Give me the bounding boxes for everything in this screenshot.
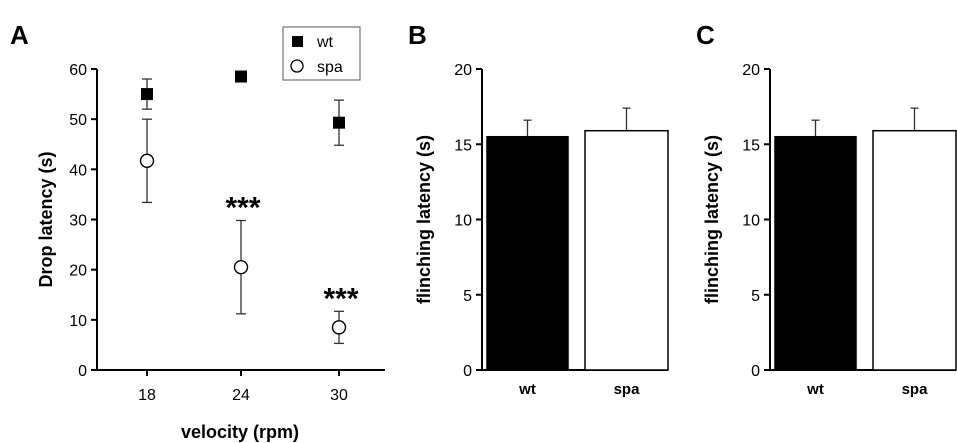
panel-letter: A: [10, 20, 29, 50]
bar-wt: [486, 135, 569, 371]
x-axis-title: velocity (rpm): [181, 422, 299, 442]
series-spa: [139, 118, 347, 345]
data-point: [331, 320, 347, 335]
panel-c: C 0 5 10 15 20 flinching latency (s) wt spa: [696, 20, 957, 398]
y-tick-label: 20: [742, 62, 760, 79]
y-tick-label: 5: [463, 288, 472, 305]
y-tick-label: 50: [69, 112, 87, 129]
data-point: [139, 153, 155, 169]
significance-annotation: ***: [225, 192, 260, 225]
panel-a: A 0 10 20 30 40 50 60 Drop latency (s) 18 24 30 velo…: [10, 20, 385, 442]
y-tick-label: 20: [69, 263, 87, 280]
y-tick-label: 15: [742, 137, 760, 154]
data-point: [233, 259, 249, 275]
legend-label: wt: [316, 34, 334, 51]
y-tick-label: 5: [751, 288, 760, 305]
bar-spa: [872, 129, 957, 371]
series-wt: [141, 70, 345, 146]
data-point: [235, 70, 247, 83]
y-tick-label: 15: [454, 137, 472, 154]
legend-label: spa: [317, 59, 343, 76]
y-tick-label: 0: [78, 363, 87, 380]
x-tick-label: wt: [806, 381, 824, 398]
legend-marker-wt: [292, 36, 303, 47]
x-tick-label: spa: [614, 381, 641, 398]
x-tick-label: 18: [138, 387, 156, 404]
significance-annotation: ***: [323, 282, 358, 315]
legend-marker-spa: [290, 59, 304, 73]
bar-spa: [584, 129, 669, 371]
data-point: [141, 88, 153, 101]
x-tick-label: wt: [518, 381, 536, 398]
x-tick-label: 24: [232, 387, 250, 404]
y-axis-title: Drop latency (s): [36, 151, 56, 287]
y-tick-label: 40: [69, 162, 87, 179]
y-axis-title: flinching latency (s): [702, 135, 722, 304]
panel-letter: B: [408, 20, 427, 50]
y-tick-label: 60: [69, 62, 87, 79]
x-tick-label: 30: [330, 387, 348, 404]
y-axis-title: flinching latency (s): [414, 135, 434, 304]
legend-box: [282, 26, 361, 81]
x-tick-label: spa: [902, 381, 929, 398]
y-tick-label: 20: [454, 62, 472, 79]
panel-letter: C: [696, 20, 715, 50]
y-tick-label: 10: [454, 213, 472, 230]
y-tick-label: 30: [69, 213, 87, 230]
bar-wt: [774, 135, 857, 371]
y-tick-label: 0: [463, 363, 472, 380]
y-tick-label: 0: [751, 363, 760, 380]
data-point: [333, 116, 345, 129]
legend: wt spa: [282, 26, 361, 81]
y-tick-label: 10: [69, 313, 87, 330]
panel-b: B 0 5 10 15 20 flinching latency (s) wt spa: [408, 20, 669, 398]
y-tick-label: 10: [742, 213, 760, 230]
